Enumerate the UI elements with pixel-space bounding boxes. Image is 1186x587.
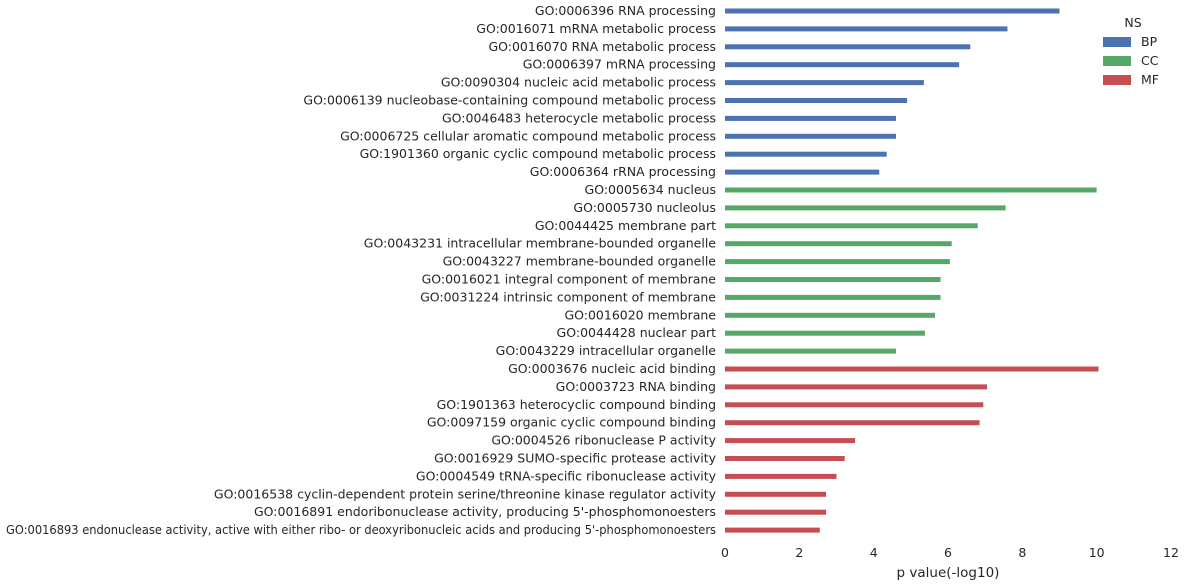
category-label: GO:0016929 SUMO-specific protease activi…	[434, 451, 716, 466]
category-label: GO:0046483 heterocycle metabolic process	[442, 110, 716, 125]
category-label: GO:0090304 nucleic acid metabolic proces…	[441, 75, 716, 90]
bar-mf	[725, 366, 1099, 372]
x-axis-label: p value(-log10)	[897, 565, 1000, 581]
category-label: GO:0016891 endoribonuclease activity, pr…	[254, 504, 716, 519]
category-label: GO:0003723 RNA binding	[556, 379, 716, 394]
legend-swatch-bp	[1103, 37, 1131, 47]
bar-mf	[725, 456, 845, 461]
bar-bp	[725, 115, 896, 121]
category-label: GO:0004526 ribonuclease P activity	[491, 433, 716, 448]
category-label: GO:0031224 intrinsic component of membra…	[420, 289, 716, 304]
bar-bp	[725, 169, 880, 175]
legend-title: NS	[1124, 15, 1141, 30]
bar-cc	[725, 187, 1097, 193]
bar-bp	[725, 151, 887, 157]
bar-cc	[725, 312, 935, 318]
category-label: GO:0006139 nucleobase-containing compoun…	[303, 93, 716, 108]
category-label: GO:1901360 organic cyclic compound metab…	[360, 146, 716, 161]
category-label: GO:0043231 intracellular membrane-bounde…	[364, 236, 717, 251]
bar-mf	[725, 402, 984, 408]
x-tick-label: 0	[721, 545, 729, 560]
legend-entry-label: MF	[1141, 72, 1159, 87]
bar-mf	[725, 473, 837, 479]
x-tick-label: 6	[944, 545, 952, 560]
category-label: GO:0006396 RNA processing	[535, 3, 716, 18]
bar-bp	[725, 8, 1060, 14]
bar-bp	[725, 98, 908, 103]
legend-swatch-cc	[1103, 56, 1131, 66]
bar-cc	[725, 294, 941, 300]
bar-cc	[725, 205, 1006, 211]
bar-bp	[725, 133, 896, 139]
category-label: GO:0016070 RNA metabolic process	[488, 39, 716, 54]
category-label: GO:0016020 membrane	[564, 307, 716, 322]
category-labels: GO:0006396 RNA processing GO:0016071 mRNA…	[6, 3, 717, 537]
category-label: GO:0016893 endonuclease activity, active…	[6, 522, 716, 537]
x-tick-label: 4	[870, 545, 878, 560]
x-tick-label: 2	[795, 545, 803, 560]
bar-cc	[725, 277, 941, 282]
bar-cc	[725, 223, 978, 229]
bar-mf	[725, 438, 856, 444]
category-label: GO:1901363 heterocyclic compound binding	[437, 397, 716, 412]
category-label: GO:0044425 membrane part	[535, 218, 716, 233]
category-label: GO:0043227 membrane-bounded organelle	[443, 254, 717, 269]
legend-entry-label: BP	[1141, 34, 1158, 49]
category-label: GO:0016538 cyclin-dependent protein seri…	[214, 486, 717, 501]
bar-bp	[725, 62, 960, 68]
bar-mf	[725, 527, 820, 533]
bar-bp	[725, 44, 971, 50]
category-label: GO:0097159 organic cyclic compound bindi…	[427, 415, 716, 430]
category-label: GO:0043229 intracellular organelle	[496, 343, 717, 358]
x-tick-label: 8	[1018, 545, 1026, 560]
bar-mf	[725, 491, 827, 497]
category-label: GO:0044428 nuclear part	[557, 325, 717, 340]
legend: NS BP CC MF	[1103, 15, 1159, 87]
x-tick-label: 12	[1163, 545, 1179, 560]
bar-mf	[725, 509, 827, 515]
bar-bp	[725, 80, 924, 86]
legend-swatch-mf	[1103, 75, 1131, 85]
bar-cc	[725, 259, 950, 265]
x-axis: 0 2 4 6 8 10 12	[721, 545, 1179, 560]
bar-cc	[725, 348, 896, 354]
legend-entry-label: CC	[1141, 53, 1159, 68]
bar-mf	[725, 420, 980, 426]
bar-bp	[725, 26, 1008, 32]
category-label: GO:0003676 nucleic acid binding	[508, 361, 716, 376]
bar-cc	[725, 330, 925, 336]
category-label: GO:0016021 integral component of membran…	[422, 272, 717, 287]
x-tick-label: 10	[1089, 545, 1105, 560]
category-label: GO:0004549 tRNA-specific ribonuclease ac…	[416, 468, 717, 483]
category-label: GO:0006364 rRNA processing	[530, 164, 716, 179]
bars-layer	[725, 8, 1099, 533]
bar-mf	[725, 384, 988, 390]
category-label: GO:0005634 nucleus	[585, 182, 716, 197]
bar-cc	[725, 241, 952, 247]
category-label: GO:0016071 mRNA metabolic process	[476, 21, 716, 36]
category-label: GO:0006397 mRNA processing	[523, 57, 716, 72]
category-label: GO:0005730 nucleolus	[573, 200, 716, 215]
category-label: GO:0006725 cellular aromatic compound me…	[340, 128, 716, 143]
